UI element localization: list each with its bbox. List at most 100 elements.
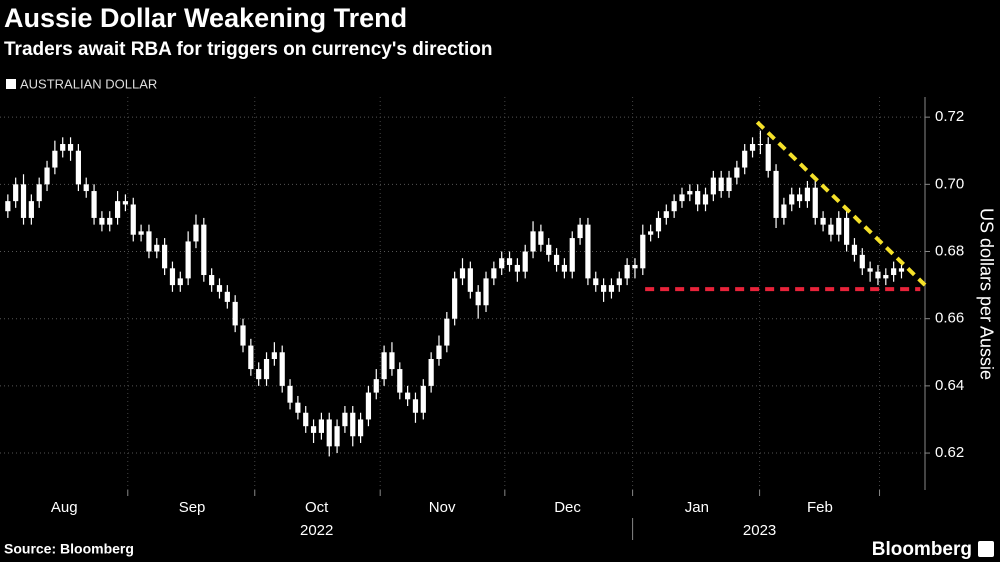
candle-body: [28, 201, 34, 218]
candle-body: [546, 244, 552, 255]
candle-body: [122, 201, 129, 205]
x-tick-label: Dec: [554, 499, 581, 516]
candle-body: [334, 426, 340, 447]
candle-body: [83, 184, 89, 192]
candle-body: [397, 369, 403, 393]
candle-body: [499, 258, 505, 269]
candle-body: [350, 412, 356, 437]
candle-body: [663, 211, 669, 218]
candle-body: [13, 184, 19, 202]
candle-body: [648, 231, 654, 235]
candle-body: [632, 264, 638, 269]
candle-body: [883, 275, 889, 279]
x-tick-label: Feb: [807, 499, 833, 516]
candle-body: [91, 191, 97, 218]
brand: Bloomberg: [872, 539, 972, 560]
x-tick-label: Sep: [179, 499, 206, 516]
candle-body: [60, 144, 66, 151]
candle-body: [553, 254, 560, 265]
candle-body: [5, 201, 11, 212]
y-tick-label: 0.68: [935, 242, 964, 259]
candle-body: [75, 150, 81, 185]
candle-body: [726, 177, 732, 192]
candle-body: [859, 254, 865, 269]
candle-body: [506, 258, 513, 265]
candle-body: [436, 345, 442, 359]
candle-body: [593, 278, 599, 286]
y-tick-label: 0.70: [935, 175, 964, 192]
candle-body: [757, 144, 763, 146]
candle-body: [577, 224, 583, 239]
candle-body: [201, 224, 207, 276]
candle-body: [875, 271, 881, 279]
candle-body: [444, 318, 450, 346]
candle-body: [389, 352, 395, 370]
candle-body: [216, 285, 223, 292]
candle-body: [530, 231, 536, 252]
candle-body: [585, 224, 591, 279]
candle-body: [52, 150, 58, 168]
candle-body: [107, 217, 113, 225]
year-label: 2022: [300, 522, 333, 539]
candle-body: [248, 345, 254, 370]
candle-body: [342, 412, 348, 427]
candle-body: [428, 359, 434, 386]
x-tick-label: Aug: [51, 499, 78, 516]
candle-body: [256, 369, 262, 380]
candle-body: [687, 191, 693, 195]
candle-body: [44, 167, 50, 185]
x-tick-label: Jan: [685, 499, 709, 516]
candle-body: [412, 399, 419, 413]
candle-body: [781, 204, 787, 218]
candle-body: [240, 325, 246, 346]
candle-body: [459, 268, 466, 279]
candle-body: [420, 385, 426, 413]
y-tick-label: 0.64: [935, 377, 964, 394]
candle-body: [796, 194, 803, 202]
candle-body: [608, 285, 615, 292]
candle-body: [279, 352, 285, 386]
candle-body: [130, 204, 136, 235]
candle-body: [679, 194, 685, 202]
candle-body: [405, 392, 411, 400]
candle-body: [522, 251, 528, 272]
y-axis-label: US dollars per Aussie: [976, 208, 996, 380]
candle-body: [154, 244, 160, 252]
candle-body: [828, 224, 834, 235]
candle-body: [303, 412, 309, 427]
candle-body: [867, 268, 873, 272]
candle-body: [263, 359, 270, 380]
candle-body: [185, 241, 191, 279]
candle-body: [357, 419, 364, 437]
x-tick-label: Oct: [305, 499, 329, 516]
candle-body: [232, 301, 238, 326]
candle-body: [765, 144, 771, 171]
candle-body: [271, 352, 277, 359]
candle-body: [844, 217, 850, 245]
brand-icon: [978, 541, 994, 557]
candle-body: [452, 278, 458, 319]
candle-body: [287, 385, 293, 403]
x-tick-label: Nov: [429, 499, 456, 516]
y-tick-label: 0.62: [935, 444, 964, 461]
candle-body: [812, 187, 818, 218]
candle-body: [851, 244, 858, 255]
candle-body: [702, 194, 709, 205]
candle-body: [671, 201, 677, 212]
candle-body: [569, 238, 575, 272]
candle-body: [616, 278, 622, 286]
annotation-line: [755, 120, 927, 287]
candle-body: [36, 184, 42, 202]
candle-body: [836, 217, 842, 235]
y-tick-label: 0.72: [935, 108, 964, 125]
candle-body: [381, 352, 387, 380]
legend-label: AUSTRALIAN DOLLAR: [20, 76, 157, 91]
candle-body: [475, 291, 481, 306]
candle-body: [710, 177, 716, 195]
candle-body: [99, 217, 105, 225]
source: Source: Bloomberg: [4, 541, 134, 557]
y-tick-label: 0.66: [935, 310, 964, 327]
candle-body: [749, 144, 756, 151]
candle-body: [193, 224, 199, 242]
